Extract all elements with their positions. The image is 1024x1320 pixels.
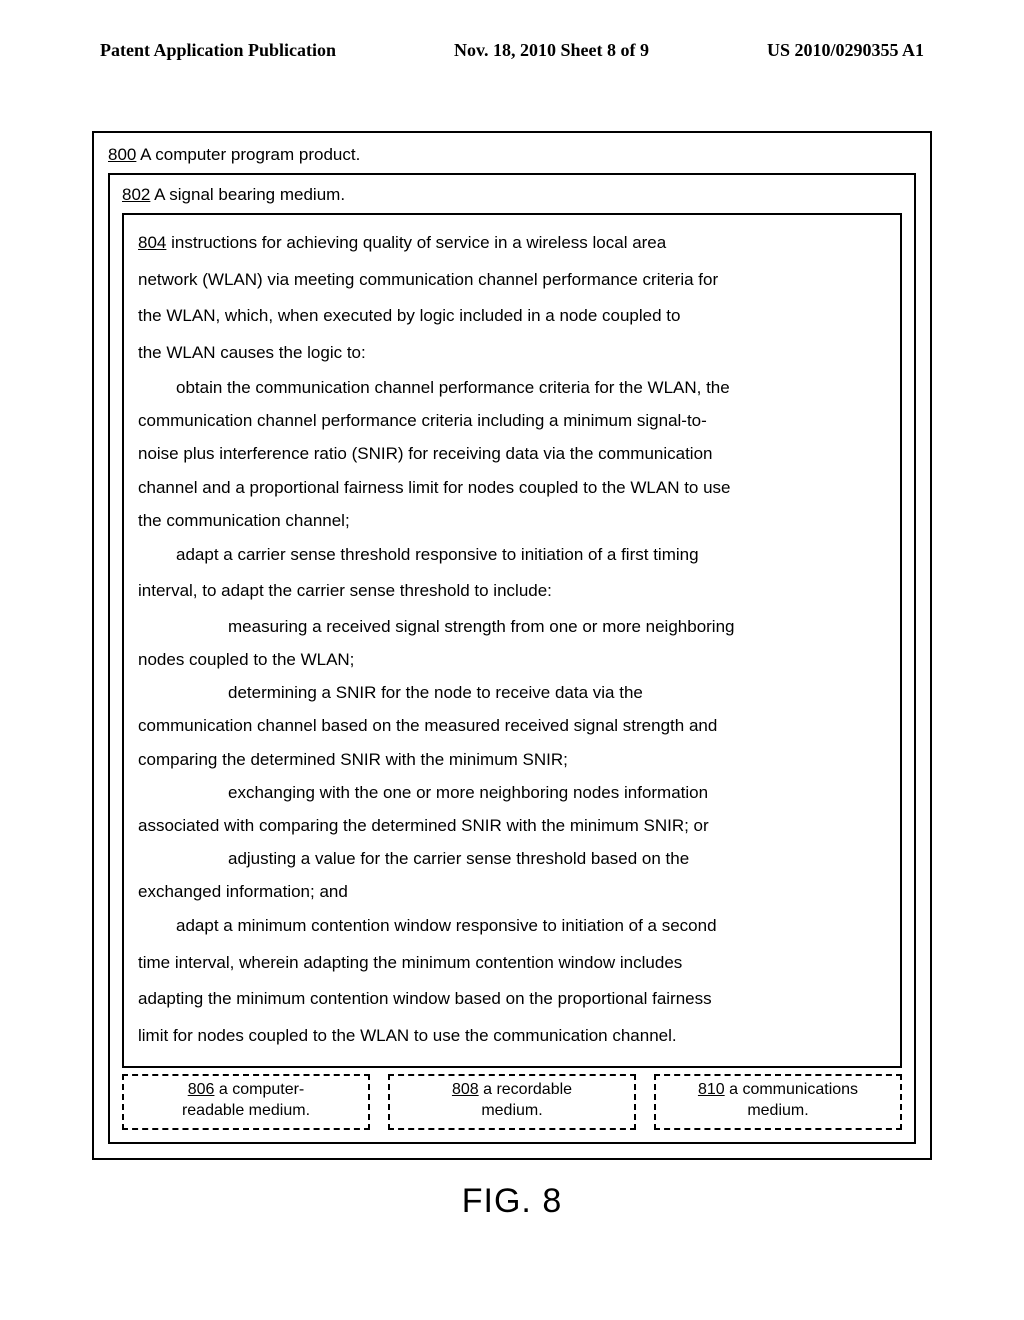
box-804-line: channel and a proportional fairness limi… [138,471,886,504]
box-804-line: adjusting a value for the carrier sense … [138,842,886,875]
ref-num-808: 808 [452,1081,479,1098]
box-810-text1: a communications [725,1081,858,1098]
box-806: 806 a computer- readable medium. [122,1074,370,1130]
box-804-line: obtain the communication channel perform… [138,371,886,404]
box-800: 800 A computer program product. 802 A si… [92,131,932,1160]
box-810: 810 a communications medium. [654,1074,902,1130]
header-right: US 2010/0290355 A1 [767,40,924,61]
box-810-text2: medium. [747,1102,808,1119]
header-center: Nov. 18, 2010 Sheet 8 of 9 [454,40,649,61]
box-804-line: determining a SNIR for the node to recei… [138,676,886,709]
box-804-line: nodes coupled to the WLAN; [138,643,886,676]
box-804-line: time interval, wherein adapting the mini… [138,945,886,982]
ref-num-800: 800 [108,145,136,164]
box-804-line: exchanging with the one or more neighbor… [138,776,886,809]
box-804-line: interval, to adapt the carrier sense thr… [138,573,886,610]
box-804-line: noise plus interference ratio (SNIR) for… [138,437,886,470]
ref-num-804: 804 [138,233,166,252]
box-808-text1: a recordable [479,1081,572,1098]
box-804-line: 804 instructions for achieving quality o… [138,225,886,262]
box-800-text: A computer program product. [136,145,360,164]
box-804-line: network (WLAN) via meeting communication… [138,262,886,299]
figure-label: FIG. 8 [90,1182,934,1221]
box-802: 802 A signal bearing medium. 804 instruc… [108,173,916,1144]
box-802-text: A signal bearing medium. [150,185,345,204]
box-804: 804 instructions for achieving quality o… [122,213,902,1068]
box-806-text1: a computer- [214,1081,304,1098]
box-804-line: exchanged information; and [138,875,886,908]
ref-num-806: 806 [188,1081,215,1098]
box-804-line: the WLAN, which, when executed by logic … [138,298,886,335]
box-804-line: limit for nodes coupled to the WLAN to u… [138,1018,886,1055]
box-804-line: measuring a received signal strength fro… [138,610,886,643]
box-804-line: adapt a minimum contention window respon… [138,908,886,945]
patent-header: Patent Application Publication Nov. 18, … [90,40,934,61]
box-804-line: adapting the minimum contention window b… [138,981,886,1018]
box-804-line: the communication channel; [138,504,886,537]
header-left: Patent Application Publication [100,40,336,61]
ref-num-802: 802 [122,185,150,204]
box-800-title: 800 A computer program product. [108,145,916,165]
box-806-text2: readable medium. [182,1102,310,1119]
box-804-line: adapt a carrier sense threshold responsi… [138,537,886,574]
box-804-line: comparing the determined SNIR with the m… [138,743,886,776]
box-808-text2: medium. [481,1102,542,1119]
box-804-line: communication channel based on the measu… [138,709,886,742]
bottom-dashed-row: 806 a computer- readable medium. 808 a r… [122,1074,902,1130]
box-804-line: communication channel performance criter… [138,404,886,437]
box-802-title: 802 A signal bearing medium. [122,185,902,205]
ref-num-810: 810 [698,1081,725,1098]
box-808: 808 a recordable medium. [388,1074,636,1130]
box-804-line: associated with comparing the determined… [138,809,886,842]
box-804-line: the WLAN causes the logic to: [138,335,886,372]
